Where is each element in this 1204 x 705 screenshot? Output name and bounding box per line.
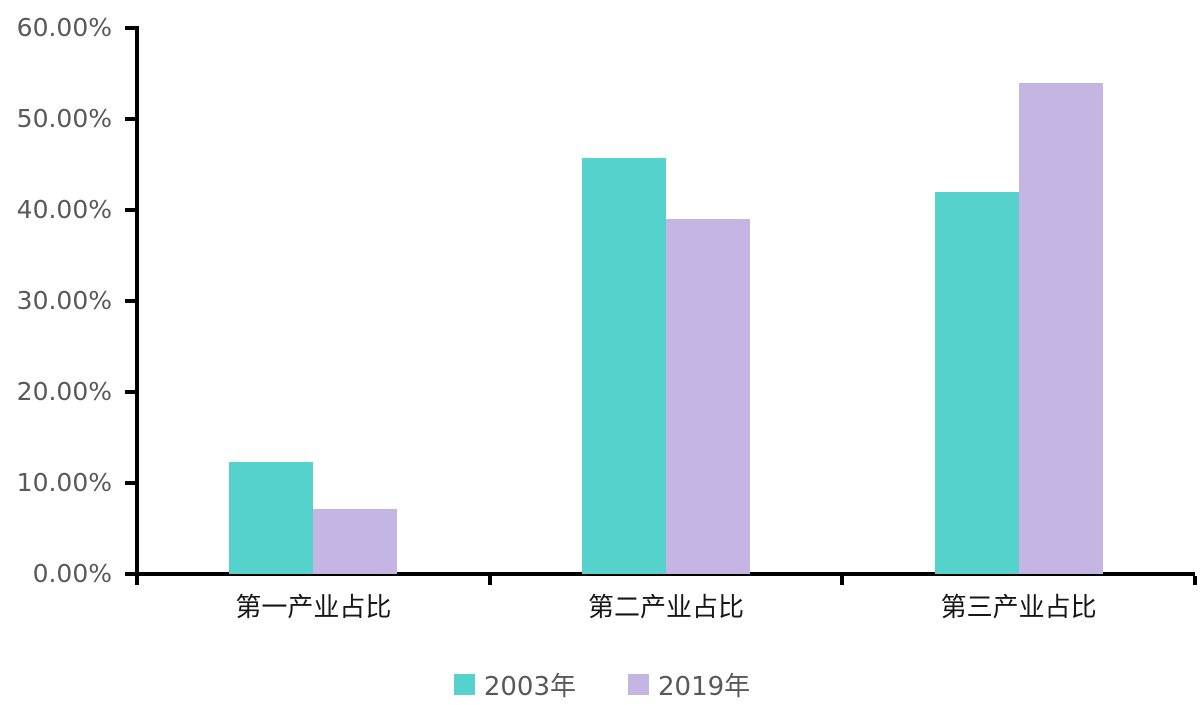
legend: 2003年 2019年 — [0, 666, 1204, 703]
y-axis-tick-mark — [125, 299, 137, 303]
y-axis-tick-mark — [125, 208, 137, 212]
y-axis-tick-mark — [125, 390, 137, 394]
x-axis-line — [125, 572, 1195, 576]
y-axis-tick-label: 0.00% — [32, 559, 112, 588]
y-axis-tick-label: 40.00% — [16, 195, 112, 224]
legend-swatch-icon — [453, 674, 475, 695]
legend-swatch-icon — [628, 674, 649, 695]
legend-item-2019: 2019年 — [628, 666, 750, 703]
legend-label: 2019年 — [658, 672, 751, 702]
y-axis-tick-mark — [125, 481, 137, 485]
bar-series0-cat0 — [229, 462, 314, 574]
y-axis-tick-mark — [125, 26, 137, 30]
x-axis-tick-mark — [487, 576, 492, 585]
bar-series0-cat1 — [582, 158, 666, 574]
legend-label: 2003年 — [483, 672, 576, 702]
bar-series1-cat0 — [313, 509, 398, 574]
x-axis-tick-mark — [840, 576, 845, 585]
y-axis-tick-label: 60.00% — [16, 13, 112, 42]
y-axis-line — [135, 26, 139, 576]
legend-item-2003: 2003年 — [453, 666, 576, 703]
x-axis-tick-mark — [1193, 576, 1197, 585]
x-axis-category-label: 第二产业占比 — [587, 593, 744, 623]
y-axis-tick-label: 10.00% — [16, 468, 112, 497]
y-axis-tick-mark — [125, 117, 137, 121]
y-axis-tick-label: 50.00% — [16, 104, 112, 133]
y-axis-tick-label: 30.00% — [16, 286, 112, 315]
x-axis-category-label: 第一产业占比 — [235, 593, 392, 623]
bar-series1-cat1 — [666, 219, 750, 574]
x-axis-category-label: 第三产业占比 — [940, 593, 1097, 623]
bar-series0-cat2 — [934, 191, 1019, 574]
y-axis-tick-label: 20.00% — [16, 377, 112, 406]
bar-series1-cat2 — [1018, 82, 1103, 574]
x-axis-tick-mark — [135, 576, 139, 585]
